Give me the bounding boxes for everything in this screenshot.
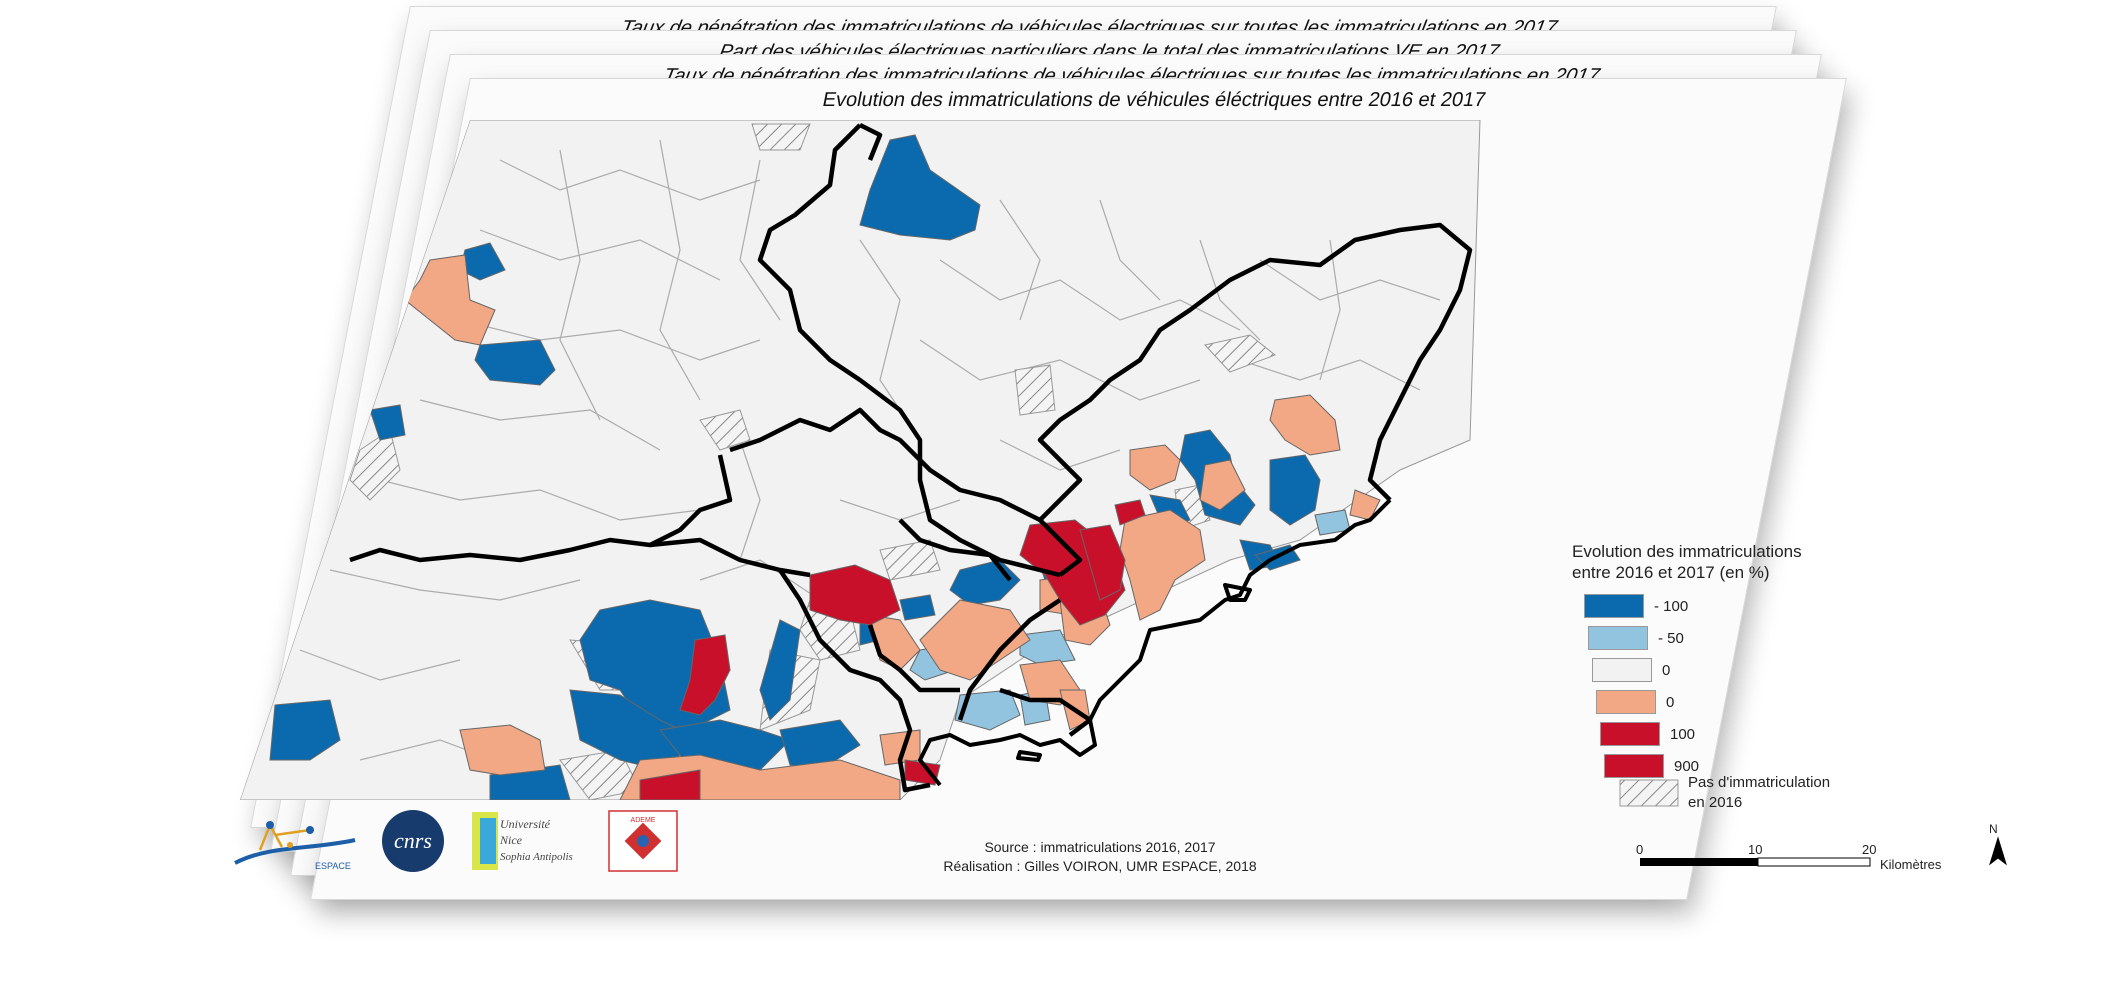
legend-class-2: 0 [1592,658,1670,682]
legend-swatch [1588,626,1648,650]
legend-class-5: 900 [1604,754,1699,778]
legend-swatch [1584,594,1644,618]
legend-hatch-label: Pas d'immatriculation en 2016 [1688,774,1831,811]
espace-logo-text: ESPACE [315,861,351,871]
legend-class-3: 0 [1596,690,1674,714]
north-label: N [1989,822,1998,836]
source-credits: Source : immatriculations 2016, 2017 Réa… [943,839,1257,874]
legend-label: 0 [1666,693,1675,711]
legend-swatch [1596,690,1656,714]
legend-label: 100 [1670,725,1696,743]
svg-text:Nice: Nice [499,833,523,847]
legend-label: 900 [1674,757,1700,775]
legend-label: 0 [1662,661,1671,679]
svg-text:Université: Université [500,817,551,831]
north-arrow-icon [1989,836,2007,866]
legend-title: Evolution des immatriculations entre 201… [1572,542,1802,582]
svg-text:Sophia Antipolis: Sophia Antipolis [500,851,573,863]
legend-swatch [1604,754,1664,778]
svg-text:ADEME: ADEME [631,817,656,824]
legend-swatch [1600,722,1660,746]
scale-bar-light [1757,857,1871,867]
legend-class-4: 100 [1600,722,1695,746]
espace-logo: ESPACE [230,805,360,875]
scale-bar-dark [1640,858,1758,866]
scale-unit: Kilomètres [1880,857,1942,872]
scale-tick-10: 10 [1748,842,1763,857]
legend-label: - 100 [1654,597,1689,615]
cnrs-logo-text: cnrs [394,828,432,853]
universite-nice-logo: Université Nice Sophia Antipolis [470,808,590,874]
ademe-logo: ADEME [608,810,678,872]
legend-hatch-swatch [1619,779,1679,807]
scale-tick-20: 20 [1862,842,1877,857]
legend-swatch [1592,658,1652,682]
legend-class-1: - 50 [1588,626,1684,650]
cnrs-logo: cnrs [375,808,451,874]
legend-class-0: - 100 [1584,594,1688,618]
scale-tick-0: 0 [1636,842,1644,857]
legend-label: - 50 [1658,629,1684,647]
